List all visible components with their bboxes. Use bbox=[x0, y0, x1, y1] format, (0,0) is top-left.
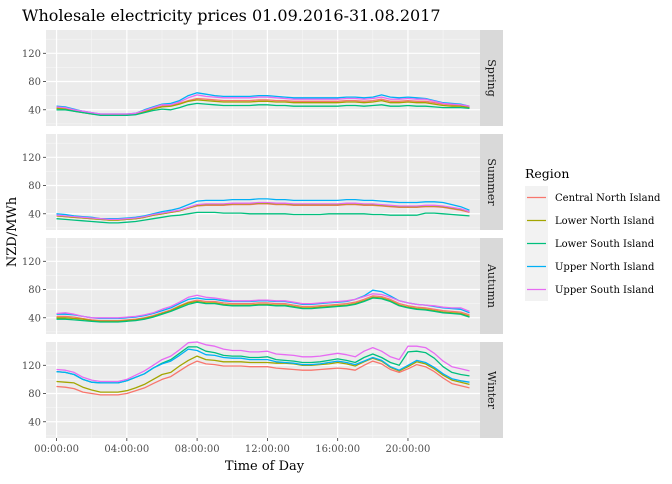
legend: Region Central North Island Lower North I… bbox=[525, 166, 661, 301]
series-line-lower-north-island bbox=[56, 296, 470, 322]
panel-background bbox=[46, 30, 480, 126]
facet-panel-spring: 40 80 120 Spring bbox=[22, 30, 503, 126]
y-tick-label: 80 bbox=[28, 389, 41, 400]
series-line-central-north-island bbox=[56, 360, 470, 396]
x-tick-label: 00:00:00 bbox=[34, 444, 79, 455]
series-line-central-north-island bbox=[56, 295, 470, 322]
facet-strip bbox=[480, 238, 503, 334]
facet-strip-label: Autumn bbox=[485, 263, 498, 308]
legend-item: Upper North Island bbox=[525, 255, 655, 278]
series-line-upper-north-island bbox=[56, 348, 470, 384]
x-tick-label: 16:00:00 bbox=[315, 444, 360, 455]
panel-background bbox=[46, 238, 480, 334]
legend-item: Upper South Island bbox=[525, 278, 655, 301]
series-line-lower-north-island bbox=[56, 202, 470, 221]
series-line-upper-south-island bbox=[56, 201, 470, 221]
x-tick-label: 04:00:00 bbox=[104, 444, 149, 455]
facet-strip-label: Winter bbox=[485, 371, 498, 410]
facet-strip-label: Spring bbox=[485, 59, 498, 96]
legend-label: Central North Island bbox=[555, 193, 661, 204]
legend-item: Central North Island bbox=[525, 186, 661, 209]
facet-strip bbox=[480, 134, 503, 230]
series-line-lower-north-island bbox=[56, 99, 470, 116]
facet-strip-label: Summer bbox=[485, 158, 498, 206]
y-axis-title: NZD/MWh bbox=[5, 196, 20, 267]
y-tick-label: 40 bbox=[28, 209, 41, 220]
y-tick-label: 40 bbox=[28, 105, 41, 116]
legend-title: Region bbox=[525, 166, 569, 181]
legend-label: Lower South Island bbox=[555, 239, 655, 250]
chart-title: Wholesale electricity prices 01.09.2016-… bbox=[22, 6, 441, 25]
series-line-lower-south-island bbox=[56, 297, 470, 323]
y-tick-label: 120 bbox=[22, 153, 41, 164]
facet-strip bbox=[480, 342, 503, 438]
y-tick-label: 120 bbox=[22, 361, 41, 372]
series-line-lower-south-island bbox=[56, 211, 470, 224]
facet-panel-summer: 40 80 120 Summer bbox=[22, 134, 503, 230]
series-line-upper-north-island bbox=[56, 198, 470, 220]
legend-label: Upper South Island bbox=[555, 285, 655, 296]
y-tick-label: 40 bbox=[28, 417, 41, 428]
facet-panel-winter: 40 80 120 Winter bbox=[22, 341, 503, 438]
series-line-lower-south-island bbox=[56, 102, 470, 117]
series-line-upper-south-island bbox=[56, 293, 470, 319]
x-axis-title: Time of Day bbox=[225, 459, 305, 474]
y-tick-label: 80 bbox=[28, 285, 41, 296]
y-tick-label: 80 bbox=[28, 77, 41, 88]
facet-strip bbox=[480, 30, 503, 126]
y-tick-label: 120 bbox=[22, 49, 41, 60]
x-tick-label: 20:00:00 bbox=[385, 444, 430, 455]
y-tick-label: 80 bbox=[28, 181, 41, 192]
x-axis: 00:00:00 04:00:00 08:00:00 12:00:00 16:00:00… bbox=[34, 438, 430, 455]
x-tick-label: 08:00:00 bbox=[175, 444, 220, 455]
y-tick-label: 40 bbox=[28, 313, 41, 324]
legend-item: Lower North Island bbox=[525, 209, 655, 232]
series-line-lower-north-island bbox=[56, 355, 470, 393]
series-line-upper-south-island bbox=[56, 341, 470, 383]
x-tick-label: 12:00:00 bbox=[245, 444, 290, 455]
facet-panels: 4080120Spring4080120Summer4080120Autumn4… bbox=[22, 30, 503, 438]
panel-background bbox=[46, 342, 480, 438]
legend-label: Upper North Island bbox=[555, 262, 655, 273]
series-line-upper-south-island bbox=[56, 94, 470, 115]
legend-label: Lower North Island bbox=[555, 216, 655, 227]
y-tick-label: 120 bbox=[22, 257, 41, 268]
facet-panel-autumn: 40 80 120 Autumn bbox=[22, 238, 503, 334]
legend-item: Lower South Island bbox=[525, 232, 655, 255]
